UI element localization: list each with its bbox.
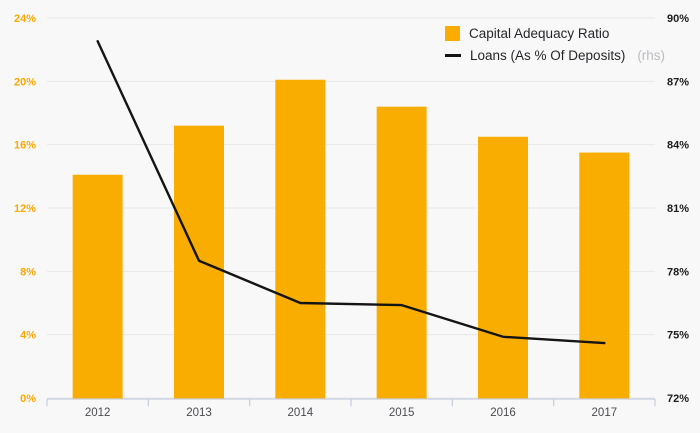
left-axis-tick-label: 12% [14, 203, 36, 215]
bar-2013[interactable] [174, 125, 224, 400]
bar-2014[interactable] [275, 79, 326, 399]
legend-item-loans-deposits[interactable]: Loans (As % Of Deposits) (rhs) [445, 48, 665, 63]
legend: Capital Adequacy Ratio Loans (As % Of De… [445, 26, 665, 63]
x-label-2013: 2013 [186, 407, 212, 419]
bar-2016[interactable] [478, 136, 528, 399]
legend-rhs-suffix: (rhs) [637, 48, 666, 63]
legend-item-capital-adequacy-ratio[interactable]: Capital Adequacy Ratio [445, 26, 665, 41]
bar-series-swatch-icon [445, 26, 460, 41]
left-axis-tick-label: 24% [14, 13, 36, 25]
right-axis-tick-label: 90% [667, 13, 689, 25]
left-axis-tick-label: 16% [14, 140, 36, 152]
right-axis-tick-label: 81% [667, 203, 689, 215]
line-series-dash-icon [445, 54, 461, 57]
x-label-2017: 2017 [592, 407, 618, 419]
right-axis-tick-label: 75% [667, 330, 689, 342]
left-axis-tick-label: 8% [20, 266, 36, 278]
left-axis-tick-label: 20% [14, 76, 36, 88]
x-label-2012: 2012 [85, 407, 111, 419]
x-label-2015: 2015 [389, 407, 415, 419]
right-axis-tick-label: 78% [667, 266, 689, 278]
right-axis-tick-label: 84% [667, 140, 689, 152]
right-axis-tick-label: 72% [667, 393, 689, 405]
right-axis-tick-label: 87% [667, 76, 689, 88]
bar-2017[interactable] [579, 152, 630, 399]
loans-line[interactable] [96, 40, 606, 345]
left-axis-tick-label: 0% [20, 393, 36, 405]
legend-label-capital-adequacy-ratio: Capital Adequacy Ratio [469, 26, 610, 41]
x-label-2016: 2016 [490, 407, 516, 419]
bar-2015[interactable] [376, 106, 427, 400]
x-label-2014: 2014 [288, 407, 314, 419]
left-axis-tick-label: 4% [20, 330, 36, 342]
bar-2012[interactable] [72, 174, 123, 399]
legend-label-loans-deposits: Loans (As % Of Deposits) [470, 48, 626, 63]
